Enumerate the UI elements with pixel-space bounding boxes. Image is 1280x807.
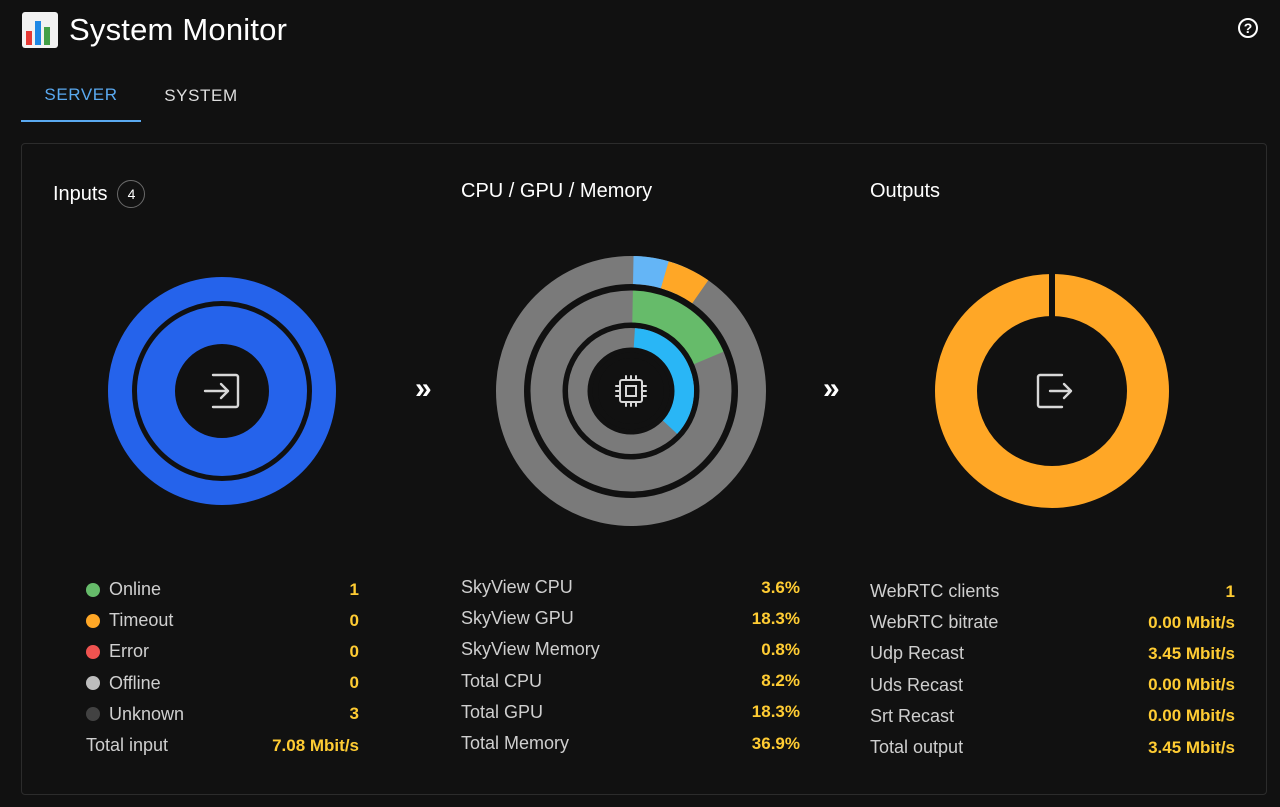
ring-separator (587, 347, 675, 435)
list-item: Offline 0 (86, 668, 359, 699)
status-dot-offline (86, 676, 100, 691)
flow-arrow-icon: » (823, 372, 840, 405)
list-item: Total GPU 18.3% (461, 701, 800, 722)
status-dot-online (86, 582, 100, 597)
resources-ring-middle-track (528, 288, 734, 494)
list-item: WebRTC bitrate 0.00 Mbit/s (870, 612, 1235, 633)
list-item: Timeout 0 (86, 605, 359, 636)
status-dot-timeout (86, 613, 100, 628)
list-item: Total Memory 36.9% (461, 733, 800, 754)
outputs-stats: WebRTC clients 1 WebRTC bitrate 0.00 Mbi… (870, 576, 1235, 763)
help-icon[interactable]: ? (1238, 18, 1258, 38)
resources-segments (525, 256, 737, 497)
tab-server[interactable]: SERVER (21, 70, 141, 122)
list-item: SkyView CPU 3.6% (461, 577, 800, 598)
input-icon (203, 373, 240, 409)
flow-arrow-icon: » (415, 372, 432, 405)
list-item: Online 1 (86, 574, 359, 605)
list-item: Unknown 3 (86, 699, 359, 730)
output-icon (1036, 373, 1073, 409)
resources-ring-outer-track (496, 256, 766, 526)
tab-bar: SERVER SYSTEM (21, 70, 261, 122)
list-item: Srt Recast 0.00 Mbit/s (870, 705, 1235, 726)
list-item: Uds Recast 0.00 Mbit/s (870, 674, 1235, 695)
outputs-ring-chart (935, 271, 1169, 508)
app-header: System Monitor (22, 10, 287, 50)
status-dot-error (86, 644, 100, 659)
server-panel: Inputs 4 Online 1 Timeout 0 Error 0 Offl… (21, 143, 1267, 795)
total-gpu-arc (631, 288, 726, 367)
outputs-ring-gap (1049, 271, 1055, 319)
inputs-ring-outer (108, 277, 336, 505)
inputs-count-badge: 4 (117, 180, 146, 208)
bar-chart-icon (22, 12, 58, 48)
resources-stats: SkyView CPU 3.6% SkyView GPU 18.3% SkyVi… (461, 572, 800, 759)
ring-separator (525, 285, 737, 497)
resources-center (598, 358, 664, 424)
list-item: Total output 3.45 Mbit/s (870, 737, 1235, 758)
resources-title: CPU / GPU / Memory (461, 180, 653, 202)
list-item: Total CPU 8.2% (461, 670, 800, 691)
list-item: Udp Recast 3.45 Mbit/s (870, 643, 1235, 664)
list-item: SkyView Memory 0.8% (461, 639, 800, 660)
resources-ring-chart (496, 256, 766, 526)
chip-icon (615, 375, 647, 407)
page-title: System Monitor (69, 12, 288, 47)
total-input-row: Total input 7.08 Mbit/s (86, 735, 359, 756)
tab-system[interactable]: SYSTEM (164, 86, 238, 105)
list-item: WebRTC clients 1 (870, 581, 1235, 602)
status-dot-unknown (86, 707, 100, 722)
list-item: SkyView GPU 18.3% (461, 608, 800, 629)
inputs-title-label: Inputs (53, 182, 108, 205)
inputs-title: Inputs 4 (53, 180, 146, 208)
skyview-gpu-arc (660, 261, 709, 304)
list-item: Error 0 (86, 636, 359, 667)
inputs-stats: Online 1 Timeout 0 Error 0 Offline 0 Unk… (86, 574, 359, 761)
inputs-ring-inner (137, 306, 307, 476)
outputs-title: Outputs (870, 180, 941, 202)
total-memory-arc (633, 328, 694, 434)
inputs-ring-chart (108, 277, 336, 505)
ring-separator (562, 322, 700, 460)
